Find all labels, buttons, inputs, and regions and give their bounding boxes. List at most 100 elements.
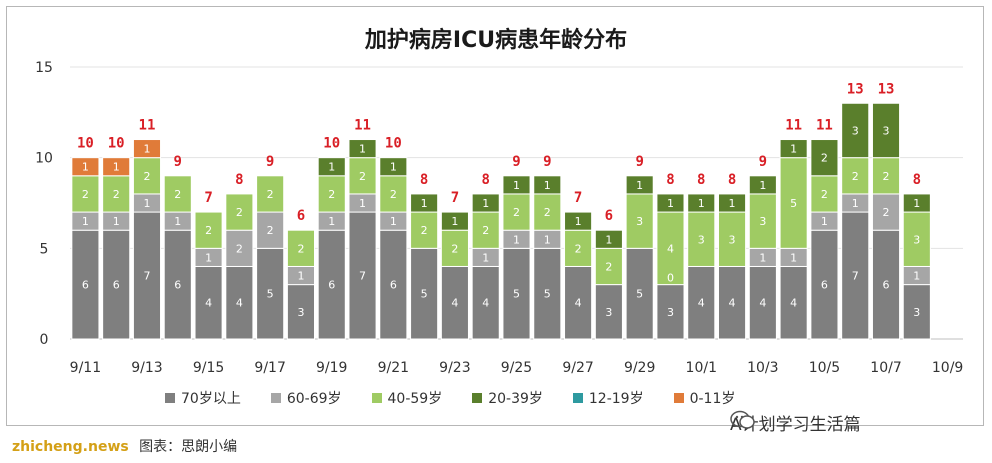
segment-value-label: 3 xyxy=(698,233,705,246)
total-label: 13 xyxy=(847,81,864,97)
segment-value-label: 6 xyxy=(113,279,120,292)
segment-value-label: 3 xyxy=(636,215,643,228)
total-label: 10 xyxy=(323,136,340,152)
x-tick-label: 9/13 xyxy=(131,360,162,376)
chart-legend: 70岁以上 60-69岁 40-59岁 20-39岁 12-19岁 0-11岁 xyxy=(0,388,992,408)
legend-swatch xyxy=(472,393,483,403)
legend-label: 70岁以上 xyxy=(181,391,241,407)
segment-value-label: 6 xyxy=(174,279,181,292)
segment-value-label: 1 xyxy=(759,251,766,264)
legend-label: 60-69岁 xyxy=(286,391,342,407)
caption-text: 图表：思朗小编 xyxy=(139,439,238,455)
bar-segment xyxy=(379,229,408,340)
segment-value-label: 2 xyxy=(267,188,274,201)
watermark: A计划学习生活篇 xyxy=(730,410,861,435)
legend-swatch xyxy=(673,393,684,403)
segment-value-label: 1 xyxy=(359,143,366,156)
bar-segment xyxy=(779,139,808,159)
segment-value-label: 2 xyxy=(451,242,458,255)
bar-segment xyxy=(810,175,839,213)
bar-segment xyxy=(594,229,623,249)
segment-value-label: 5 xyxy=(544,288,551,301)
segment-value-label: 1 xyxy=(759,179,766,192)
legend-item: 20-39岁 xyxy=(472,388,543,408)
segment-value-label: 4 xyxy=(759,297,766,310)
bar-segment xyxy=(163,175,192,213)
total-label: 10 xyxy=(77,136,94,152)
segment-value-label: 2 xyxy=(359,170,366,183)
segment-value-label: 1 xyxy=(852,197,859,210)
x-tick-label: 9/11 xyxy=(70,360,101,376)
legend-item: 0-11岁 xyxy=(673,388,735,408)
bar-segment xyxy=(102,157,131,177)
segment-value-label: 3 xyxy=(297,306,304,319)
segment-value-label: 4 xyxy=(451,297,458,310)
segment-value-label: 2 xyxy=(605,260,612,273)
segment-value-label: 1 xyxy=(605,233,612,246)
total-label: 9 xyxy=(759,154,767,170)
total-label: 9 xyxy=(543,154,551,170)
segment-value-label: 1 xyxy=(513,179,520,192)
segment-value-label: 1 xyxy=(113,161,120,174)
wechat-icon xyxy=(730,410,755,429)
segment-value-label: 2 xyxy=(174,188,181,201)
x-tick-label: 9/17 xyxy=(254,360,285,376)
segment-value-label: 4 xyxy=(482,297,489,310)
footer-caption: zhicheng.news 图表：思朗小编 xyxy=(12,436,237,456)
segment-value-label: 2 xyxy=(113,188,120,201)
x-tick-label: 10/3 xyxy=(747,360,778,376)
x-tick-label: 10/5 xyxy=(809,360,840,376)
bar-segment xyxy=(471,211,500,249)
segment-value-label: 3 xyxy=(759,215,766,228)
segment-value-label: 1 xyxy=(82,161,89,174)
bar-segment xyxy=(810,229,839,340)
bar-segment xyxy=(410,193,439,213)
legend-swatch xyxy=(371,393,382,403)
total-label: 11 xyxy=(785,118,802,134)
segment-value-label: 2 xyxy=(390,188,397,201)
segment-value-label: 1 xyxy=(790,143,797,156)
segment-value-label: 7 xyxy=(359,270,366,283)
segment-value-label: 4 xyxy=(790,297,797,310)
segment-value-label: 7 xyxy=(143,270,150,283)
segment-value-label: 1 xyxy=(667,197,674,210)
bar-segment xyxy=(440,229,469,267)
total-label: 7 xyxy=(204,190,212,206)
segment-value-label: 5 xyxy=(513,288,520,301)
bar-segment xyxy=(687,265,716,340)
bar-segment xyxy=(256,175,285,213)
segment-value-label: 1 xyxy=(82,215,89,228)
bar-segment xyxy=(317,229,346,340)
bar-segment xyxy=(379,157,408,177)
segment-value-label: 1 xyxy=(913,197,920,210)
segment-value-label: 2 xyxy=(544,206,551,219)
x-tick-label: 10/1 xyxy=(686,360,717,376)
bar-segment xyxy=(748,193,777,249)
legend-swatch xyxy=(270,393,281,403)
bar-segment xyxy=(902,211,931,267)
bar-segment xyxy=(718,193,747,213)
bar-segment xyxy=(718,265,747,340)
segment-value-label: 1 xyxy=(636,179,643,192)
bar-segment xyxy=(871,102,901,159)
segment-value-label: 2 xyxy=(883,170,890,183)
segment-value-label: 1 xyxy=(513,233,520,246)
bar-segment xyxy=(410,247,439,340)
bar-segment xyxy=(132,139,162,159)
total-label: 6 xyxy=(297,208,305,224)
x-tick-label: 9/21 xyxy=(378,360,409,376)
segment-value-label: 2 xyxy=(328,188,335,201)
segment-value-label: 3 xyxy=(852,124,859,137)
segment-value-label: 2 xyxy=(482,224,489,237)
segment-value-label: 6 xyxy=(82,279,89,292)
segment-value-label: 1 xyxy=(544,233,551,246)
zero-value-label: 0 xyxy=(667,272,674,285)
segment-value-label: 2 xyxy=(267,224,274,237)
total-label: 8 xyxy=(728,172,736,188)
legend-label: 20-39岁 xyxy=(488,391,543,407)
legend-item: 12-19岁 xyxy=(572,388,644,408)
segment-value-label: 2 xyxy=(421,224,428,237)
x-tick-label: 9/15 xyxy=(193,360,224,376)
segment-value-label: 4 xyxy=(205,297,212,310)
